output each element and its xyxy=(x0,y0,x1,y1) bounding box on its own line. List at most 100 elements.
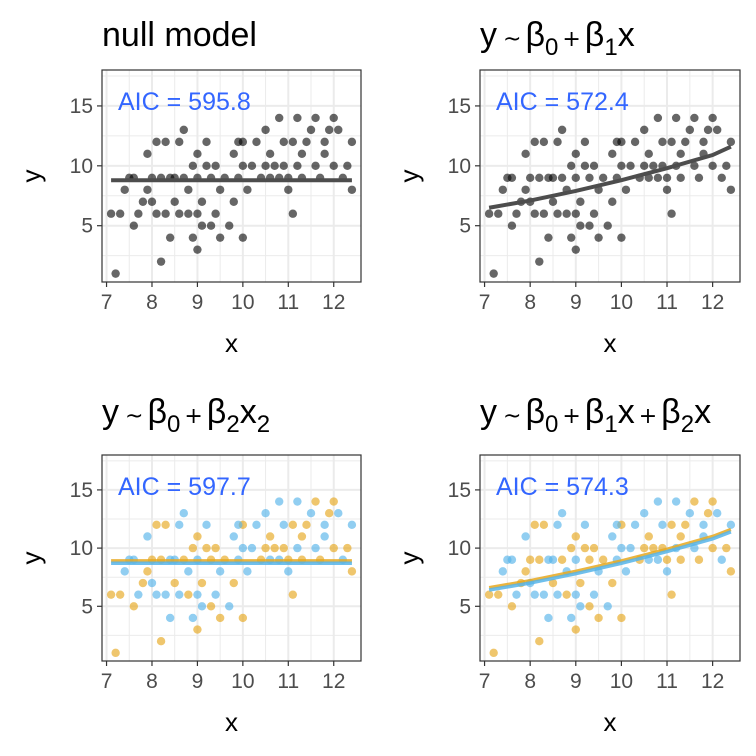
title-part: β xyxy=(585,393,605,431)
data-point xyxy=(261,508,270,518)
panel-title: y ~ β0 + β1x + β2x xyxy=(480,393,711,438)
data-point xyxy=(238,543,248,553)
title-part: β xyxy=(525,16,545,54)
data-point xyxy=(658,520,667,530)
data-point xyxy=(202,543,211,553)
data-point xyxy=(175,590,184,599)
title-part: 0 xyxy=(545,34,558,61)
data-point xyxy=(279,137,288,147)
data-point xyxy=(662,185,672,194)
data-point xyxy=(667,137,676,147)
data-point xyxy=(297,149,307,159)
data-point xyxy=(143,532,152,541)
data-point xyxy=(585,602,594,611)
panel-1: AIC = 595.8 7 8 9 10 11 12 5 10 15 x y null model xyxy=(16,16,362,358)
data-point xyxy=(644,532,653,541)
data-point xyxy=(111,648,120,658)
data-point xyxy=(617,543,626,553)
data-point xyxy=(152,137,161,147)
data-point xyxy=(589,209,599,218)
data-point xyxy=(626,543,635,553)
y-tick-label: 5 xyxy=(459,215,471,238)
data-point xyxy=(530,137,539,147)
data-point xyxy=(206,221,216,230)
data-point xyxy=(334,508,343,518)
data-point xyxy=(676,149,685,159)
data-point xyxy=(681,137,690,147)
data-point xyxy=(229,149,238,159)
y-tick-label: 10 xyxy=(70,155,93,178)
data-point xyxy=(138,578,148,588)
data-point xyxy=(297,532,307,541)
data-point xyxy=(193,245,202,254)
data-point xyxy=(234,137,243,147)
data-point xyxy=(640,543,649,553)
x-axis-title: x xyxy=(604,328,617,358)
data-point xyxy=(311,543,320,553)
panel-title: null model xyxy=(102,16,257,54)
panel-border xyxy=(479,454,741,662)
title-part: 2 xyxy=(681,411,694,438)
y-tick-label: 10 xyxy=(70,537,93,560)
data-point xyxy=(234,520,243,530)
title-part: + xyxy=(184,404,202,429)
data-point xyxy=(617,161,626,171)
data-point xyxy=(193,625,202,634)
x-tick-label: 10 xyxy=(610,670,633,693)
data-point xyxy=(539,590,549,599)
data-point xyxy=(284,185,293,194)
x-tick-label: 8 xyxy=(146,291,158,314)
data-point xyxy=(548,197,558,206)
data-point xyxy=(630,137,640,147)
data-point xyxy=(594,233,603,242)
data-point xyxy=(329,543,338,553)
data-point xyxy=(184,567,193,576)
data-point xyxy=(334,125,343,135)
data-point xyxy=(644,173,653,182)
data-point xyxy=(347,567,357,576)
data-point xyxy=(347,520,357,530)
data-point xyxy=(708,161,717,171)
x-tick-label: 12 xyxy=(322,291,345,314)
data-point xyxy=(302,520,311,530)
data-point xyxy=(120,185,129,194)
data-point xyxy=(489,269,498,278)
title-part: ~ xyxy=(503,27,521,52)
y-axis-title: y xyxy=(394,552,424,565)
data-point xyxy=(576,221,585,230)
data-point xyxy=(215,233,225,242)
data-point xyxy=(284,567,293,576)
data-point xyxy=(179,508,188,518)
panel-title: y ~ β0 + β2x2 xyxy=(102,393,270,438)
data-point xyxy=(640,161,649,171)
x-tick-label: 9 xyxy=(570,291,582,314)
data-point xyxy=(671,113,681,123)
panel-title: y ~ β0 + β1x xyxy=(480,16,635,61)
aic-label: AIC = 572.4 xyxy=(496,88,629,116)
data-point xyxy=(484,209,494,218)
fit-line xyxy=(488,527,732,590)
data-point xyxy=(557,173,567,182)
data-point xyxy=(247,161,257,171)
data-point xyxy=(580,543,590,553)
data-point xyxy=(722,543,731,553)
title-part: y xyxy=(480,393,497,431)
data-point xyxy=(653,113,663,123)
fit-line xyxy=(488,144,732,210)
data-point xyxy=(553,209,562,218)
data-point xyxy=(243,567,252,576)
data-point xyxy=(311,113,320,123)
x-axis-title: x xyxy=(225,707,238,737)
data-point xyxy=(630,520,640,530)
data-point xyxy=(712,508,722,518)
x-tick-label: 10 xyxy=(231,291,254,314)
data-point xyxy=(347,137,357,147)
y-tick-label: 10 xyxy=(448,155,471,178)
title-part: y xyxy=(102,393,119,431)
data-point xyxy=(288,137,298,147)
x-tick-label: 11 xyxy=(277,670,299,693)
data-point xyxy=(134,590,143,599)
data-point xyxy=(726,567,736,576)
